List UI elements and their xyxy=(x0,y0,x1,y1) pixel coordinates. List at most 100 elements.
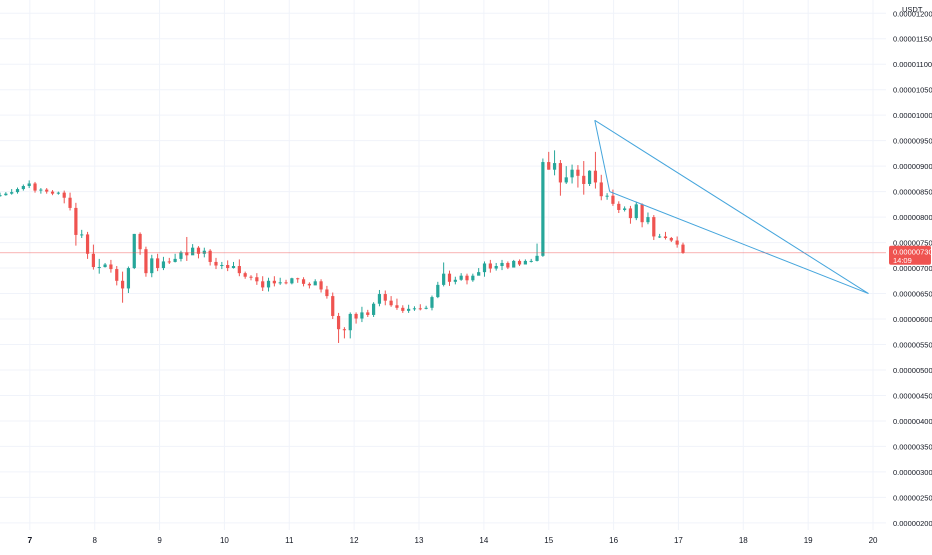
candle-body-down xyxy=(237,266,241,274)
candle-body-down xyxy=(401,307,405,311)
candle-body-up xyxy=(27,183,31,187)
candle-body-down xyxy=(307,283,311,286)
candle-body-up xyxy=(231,266,236,269)
candle-body-up xyxy=(634,204,638,219)
candle-body-up xyxy=(150,258,154,274)
x-tick-label: 14 xyxy=(479,536,488,545)
y-tick-label: 0.00000650 xyxy=(893,290,932,299)
y-tick-label: 0.00000850 xyxy=(893,188,932,197)
candle-body-up xyxy=(570,169,574,178)
candle-body-up xyxy=(39,189,43,191)
candle-body-up xyxy=(132,233,136,269)
x-tick-label: 19 xyxy=(804,536,813,545)
x-tick-label: 15 xyxy=(544,536,553,545)
candle-body-down xyxy=(243,273,247,277)
candle-body-down xyxy=(196,247,201,254)
candle-body-down xyxy=(74,207,78,235)
current-price-value: 0.00000730 xyxy=(893,247,932,256)
candle-body-up xyxy=(459,275,463,280)
current-price-tag-bg xyxy=(889,245,931,265)
y-tick-label: 0.00000800 xyxy=(893,213,932,222)
candle-body-down xyxy=(144,249,148,274)
candle-body-down xyxy=(611,195,615,204)
candle-body-down xyxy=(675,240,679,245)
y-tick-label: 0.00000450 xyxy=(893,391,932,400)
x-tick-label: 7 xyxy=(27,535,32,545)
y-tick-label: 0.00001000 xyxy=(893,111,932,120)
x-tick-label: 9 xyxy=(157,536,162,545)
y-tick-label: 0.00000250 xyxy=(893,493,932,502)
candle-countdown: 14:09 xyxy=(893,256,912,265)
candle-body-down xyxy=(395,305,399,308)
wedge-upper-line xyxy=(594,119,869,294)
y-tick-label: 0.00000950 xyxy=(893,137,932,146)
candle-body-down xyxy=(138,233,142,250)
price-axis[interactable]: USDT 0.00001200 0.00001150 0.00001100 0.000… xyxy=(893,5,932,528)
y-tick-label: 0.00000300 xyxy=(893,468,932,477)
candle-body-down xyxy=(120,280,125,289)
x-tick-label: 13 xyxy=(415,536,424,545)
candle-body-down xyxy=(214,261,218,266)
candle-body-down xyxy=(62,192,66,198)
candle-body-down xyxy=(582,175,586,184)
candle-body-up xyxy=(4,193,8,196)
candle-body-down xyxy=(68,197,72,208)
y-tick-label: 0.00001050 xyxy=(893,86,932,95)
y-tick-label: 0.00000500 xyxy=(893,366,932,375)
candle-body-down xyxy=(91,253,96,268)
candle-body-down xyxy=(208,250,212,262)
wedge-left-edge xyxy=(594,120,611,192)
candle-body-up xyxy=(371,303,376,315)
candle-body-up xyxy=(482,263,487,273)
candle-body-down xyxy=(593,170,598,183)
time-axis[interactable]: 7 8 9 10 11 12 13 14 15 16 17 18 19 20 xyxy=(27,535,878,545)
candle-body-down xyxy=(576,169,580,176)
candle-body-down xyxy=(156,258,160,269)
candle-body-up xyxy=(512,260,516,268)
candle-body-up xyxy=(290,278,294,284)
y-tick-label: 0.00001100 xyxy=(893,60,932,69)
x-tick-label: 16 xyxy=(609,536,618,545)
candle-body-up xyxy=(313,281,317,286)
x-tick-label: 10 xyxy=(220,536,229,545)
candle-body-up xyxy=(424,307,428,309)
candle-body-down xyxy=(681,244,685,253)
candle-body-down xyxy=(652,217,656,237)
candle-body-down xyxy=(342,329,347,331)
candle-body-up xyxy=(623,208,627,210)
candle-body-up xyxy=(173,258,177,262)
candle-body-up xyxy=(658,236,662,238)
candle-body-up xyxy=(10,192,14,194)
candle-body-up xyxy=(436,284,440,298)
candle-body-up xyxy=(202,250,206,254)
y-tick-label: 0.00000200 xyxy=(893,519,932,528)
candle-body-down xyxy=(226,265,230,269)
y-tick-label: 0.00000700 xyxy=(893,264,932,273)
candle-body-up xyxy=(471,275,475,281)
grid-lines xyxy=(0,0,886,530)
wedge-pattern-drawing[interactable] xyxy=(594,119,869,295)
candle-body-down xyxy=(354,313,358,319)
candle-body-down xyxy=(331,296,335,316)
candle-body-up xyxy=(220,265,224,266)
candle-body-up xyxy=(179,252,183,259)
candle-body-down xyxy=(255,277,259,282)
candle-body-up xyxy=(97,267,101,269)
candle-body-up xyxy=(587,170,592,184)
candle-body-down xyxy=(249,276,253,278)
candle-body-down xyxy=(45,189,49,192)
candle-body-down xyxy=(325,289,329,297)
candle-body-up xyxy=(15,189,20,193)
candle-body-up xyxy=(191,247,195,256)
candle-body-down xyxy=(85,234,90,254)
candle-body-up xyxy=(161,261,166,269)
candle-body-up xyxy=(348,313,352,331)
candle-body-down xyxy=(319,281,323,290)
candle-body-down xyxy=(261,281,265,288)
y-tick-label: 0.00001150 xyxy=(893,35,932,44)
candle-body-down xyxy=(389,300,393,306)
candle-body-up xyxy=(80,234,84,236)
candle-body-up xyxy=(21,186,25,190)
